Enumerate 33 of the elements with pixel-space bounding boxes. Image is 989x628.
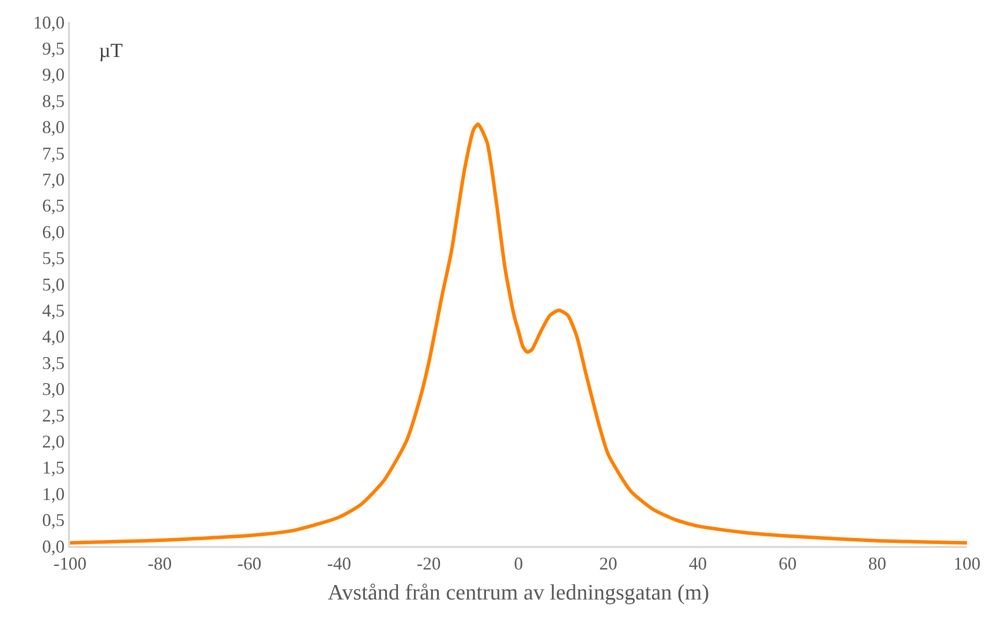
- y-tick-label: 7,5: [42, 143, 65, 164]
- line-series: [70, 122, 967, 545]
- y-tick-label: 6,5: [42, 196, 65, 216]
- y-tick-label: 5,5: [42, 248, 65, 268]
- x-axis-title: Avstånd från centrum av ledningsgatan (m): [328, 580, 710, 605]
- y-tick-label: 2,5: [42, 405, 65, 426]
- y-tick-label: 3,0: [42, 379, 65, 400]
- x-tick-label: -20: [416, 553, 441, 574]
- x-tick-label: 20: [599, 553, 618, 574]
- x-tick-label: 80: [868, 553, 886, 574]
- y-tick-label: 10,0: [33, 12, 65, 32]
- y-tick-label: 5,0: [42, 274, 65, 294]
- x-tick-label: -40: [327, 553, 352, 574]
- y-tick-label: 8,0: [42, 117, 65, 138]
- y-tick-label: 9,5: [42, 38, 65, 58]
- x-tick-label: -80: [148, 553, 172, 574]
- y-tick-label: 4,5: [42, 300, 65, 320]
- y-tick-label: 6,0: [42, 222, 65, 242]
- x-tick-label: -60: [237, 553, 262, 574]
- x-tick-label: 100: [954, 553, 980, 574]
- x-tick-label: 0: [514, 553, 523, 574]
- y-tick-label: 1,5: [42, 458, 65, 478]
- x-tick-label: 40: [688, 553, 707, 574]
- y-tick-label: 1,0: [42, 484, 65, 504]
- y-tick-label: 7,0: [42, 170, 65, 190]
- y-tick-label: 8,5: [42, 90, 65, 111]
- y-tick-label: 9,0: [42, 64, 65, 85]
- annotation: µT: [99, 40, 123, 62]
- y-tick-label: 4,0: [42, 326, 65, 347]
- x-tick-label: 60: [778, 553, 797, 574]
- y-tick-label: 2,0: [42, 432, 65, 452]
- y-tick-label: 3,5: [42, 352, 65, 373]
- y-tick-label: 0,5: [42, 510, 65, 530]
